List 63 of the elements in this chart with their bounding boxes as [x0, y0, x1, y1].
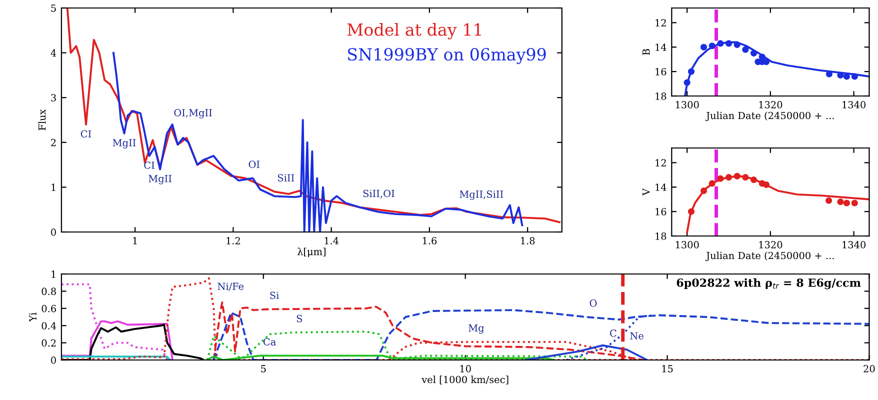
- x-tick-label: 1: [133, 237, 137, 244]
- y-tick-label: 0: [51, 228, 56, 236]
- x-tick-label: 1.6: [422, 237, 437, 244]
- y-tick-label: 4: [50, 49, 56, 56]
- annotation: OI,MgII: [174, 109, 212, 118]
- y-axis-title: V: [642, 188, 650, 196]
- x-tick-label: 1320: [759, 241, 782, 248]
- annotation: SiII,OI: [363, 190, 394, 198]
- y-tick-label: 12: [656, 159, 666, 166]
- y-tick-label: 14: [656, 184, 666, 191]
- text: Model at day 11: [347, 23, 481, 40]
- y-tick-label: 0: [51, 356, 56, 364]
- y-tick-label: 0.6: [42, 304, 56, 312]
- y-tick-label: 1: [52, 184, 56, 191]
- x-tick-label: 1.2: [226, 237, 240, 244]
- x-tick-label: 1300: [676, 241, 699, 248]
- annotation: MgII: [112, 139, 136, 148]
- annotation: Ne: [630, 332, 644, 340]
- annotation: SiII: [278, 174, 294, 182]
- annotation: OI: [248, 160, 260, 168]
- annotation: C: [610, 330, 616, 337]
- y-tick-label: 18: [656, 92, 666, 100]
- y-tick-label: 16: [656, 208, 666, 216]
- x-axis-title: Julian Date (2450000 + ...: [705, 252, 834, 262]
- y-tick-label: 0.2: [42, 339, 56, 347]
- x-axis-title: Julian Date (2450000 + ...: [705, 112, 834, 122]
- annotation: Mg: [468, 324, 484, 334]
- x-tick-label: 1.8: [521, 237, 535, 244]
- x-tick-label: 1.4: [324, 237, 339, 244]
- y-tick-label: 18: [656, 232, 666, 240]
- annotation: CI: [80, 130, 92, 138]
- y-tick-label: 0.4: [42, 322, 56, 330]
- y-tick-label: 1: [52, 270, 56, 278]
- annotation: Ca: [263, 338, 276, 346]
- x-axis-title: vel [1000 km/sec]: [422, 376, 508, 384]
- y-tick-label: 12: [656, 19, 666, 26]
- y-tick-label: 5: [51, 4, 56, 12]
- x-tick-label: 1300: [676, 101, 699, 108]
- annotation: O: [590, 299, 597, 307]
- x-tick-label: 15: [662, 365, 673, 372]
- annotation: S: [296, 314, 302, 322]
- annotation: MgII: [148, 174, 172, 184]
- y-tick-label: 16: [656, 68, 666, 76]
- x-tick-label: 10: [460, 365, 471, 372]
- annotation: Ni/Fe: [218, 282, 244, 291]
- y-axis-title: Flux: [38, 109, 46, 130]
- y-tick-label: 2: [51, 138, 56, 146]
- x-axis-title: λ[μm]: [297, 248, 326, 258]
- chart-title: 6p02822 with ρ$_{tr}$ = 8 E6g/ccm: [676, 278, 861, 290]
- y-tick-label: 3: [51, 94, 56, 102]
- y-tick-label: 0.8: [42, 288, 56, 296]
- annotation: CI: [144, 162, 154, 169]
- annotation: Si: [270, 292, 279, 300]
- annotation: MgII,SiII: [460, 190, 504, 200]
- y-tick-label: 14: [656, 44, 666, 51]
- y-axis-title: Yi: [29, 312, 36, 322]
- y-axis-title: B: [642, 49, 650, 56]
- x-tick-label: 20: [864, 365, 875, 372]
- x-tick-label: 5: [261, 365, 266, 372]
- x-tick-label: 1340: [842, 101, 866, 108]
- text: SN1999BY on 06may99: [348, 48, 546, 64]
- x-tick-label: 1320: [759, 101, 782, 108]
- x-tick-label: 1340: [842, 241, 866, 248]
